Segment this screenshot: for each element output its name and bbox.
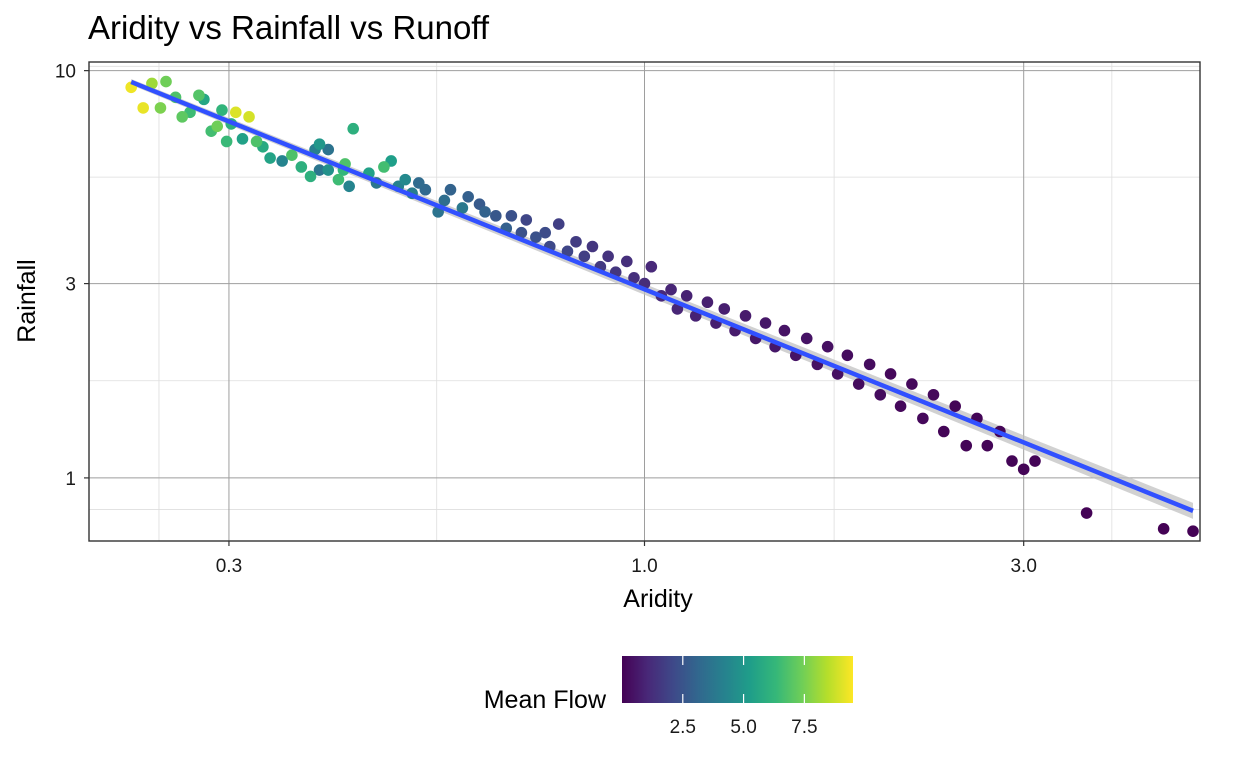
data-point [160,75,172,88]
data-point [211,120,224,133]
data-point [831,368,844,380]
x-axis-title: Aridity [623,585,693,613]
data-point [1006,455,1018,467]
data-point [322,143,335,156]
data-point [520,214,533,226]
data-point [680,289,693,302]
data-point [243,111,255,123]
data-point [313,138,326,150]
data-point [906,378,918,390]
legend-title: Mean Flow [484,686,607,714]
data-point [561,245,574,258]
data-point [981,439,994,452]
data-point [250,135,263,148]
color-legend: Mean Flow 2.5 5.0 7.5 [484,656,853,738]
data-point [176,111,189,123]
data-point [322,164,335,176]
data-point [759,317,772,329]
data-point [479,206,491,218]
data-point [620,255,633,268]
data-point [586,240,599,253]
data-point [1080,507,1093,519]
data-point [530,231,542,243]
x-axis-ticks: 0.3 1.0 3.0 [216,541,1037,577]
data-point [917,412,929,425]
data-point [236,133,249,145]
data-point [146,77,158,90]
data-point [578,250,591,263]
data-point [505,210,518,222]
trend-line [130,79,1194,513]
data-point [216,104,228,116]
data-point [332,173,345,186]
colorbar-ticks: 2.5 5.0 7.5 [670,656,818,738]
data-point [295,161,308,173]
data-point [343,180,355,193]
data-point [821,340,834,353]
data-point [841,349,854,362]
data-point [456,202,469,214]
data-point [1157,522,1170,535]
y-tick-label: 3 [65,275,76,296]
data-point [552,218,565,230]
data-point [220,135,233,148]
colorbar [622,656,853,703]
data-point [628,271,640,284]
data-point [645,260,658,273]
data-point [137,102,149,114]
y-tick-label: 1 [65,469,76,490]
data-point [937,425,950,438]
x-tick-label: 0.3 [216,556,242,577]
data-point [874,388,887,401]
x-tick-label: 1.0 [631,556,657,577]
data-point [602,250,614,263]
data-point [1017,463,1030,476]
data-point [539,226,552,239]
data-point [193,89,205,102]
data-point [229,106,242,119]
data-point [701,296,714,309]
data-point [313,164,326,176]
data-point [286,149,298,161]
data-point [665,283,677,296]
data-point [570,235,582,248]
data-point [884,368,897,380]
data-point [347,122,360,135]
data-point [800,332,813,345]
data-point [399,173,412,186]
data-point [1029,455,1041,467]
data-point [378,161,390,173]
chart-title: Aridity vs Rainfall vs Runoff [88,9,490,46]
data-point [718,303,731,315]
data-point [1187,525,1199,537]
data-point [412,177,425,189]
data-point [304,170,317,183]
data-point [863,358,876,371]
data-point [778,324,791,337]
colorbar-tick-label: 7.5 [791,717,817,738]
data-point [490,210,502,222]
y-axis-title: Rainfall [13,259,41,342]
data-point [444,183,457,196]
data-point [276,155,288,167]
data-point [894,400,907,412]
data-point [739,310,752,322]
data-point [264,152,276,164]
colorbar-tick-label: 2.5 [670,717,696,738]
data-point [438,194,451,207]
data-point [515,226,528,239]
data-point [949,400,961,412]
y-tick-label: 10 [55,62,76,83]
data-point [852,378,865,390]
y-axis-ticks: 1 3 10 [55,62,89,490]
colorbar-tick-label: 5.0 [730,717,756,738]
data-point [154,102,167,114]
trend-line-layer [130,79,1194,513]
data-point [960,439,973,452]
x-tick-label: 3.0 [1010,556,1036,577]
data-point [462,191,474,203]
data-point [927,388,940,401]
